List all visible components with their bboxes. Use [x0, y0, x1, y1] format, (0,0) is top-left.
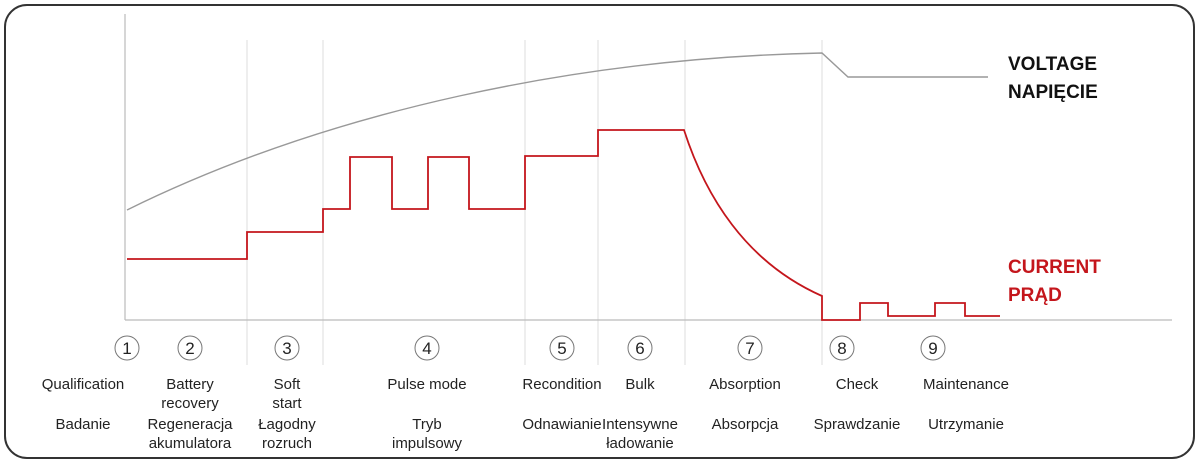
stage-name-en: Bulk	[625, 376, 655, 393]
stage-number-circle	[627, 335, 653, 361]
legend-label: VOLTAGE	[1008, 54, 1097, 75]
stage-number-circle	[829, 335, 855, 361]
stage-name-en: start	[272, 395, 302, 412]
voltage-curve	[126, 52, 988, 211]
stage-name-en: Maintenance	[923, 376, 1009, 393]
stage-name-pl: Utrzymanie	[928, 416, 1004, 433]
stage-number: 7	[745, 339, 754, 358]
legend-label: CURRENT	[1008, 257, 1101, 278]
stage-number: 3	[282, 339, 291, 358]
stage-name-pl: akumulatora	[149, 435, 232, 452]
stage-name-pl: Sprawdzanie	[814, 416, 901, 433]
stage-number-circle	[274, 335, 300, 361]
stage-name-en: Qualification	[42, 376, 125, 393]
stage-name-pl: Łagodny	[258, 416, 316, 433]
stage-number-circle	[549, 335, 575, 361]
stage-name-pl: Intensywne	[602, 416, 678, 433]
stage-number-circle	[920, 335, 946, 361]
frame	[4, 4, 1195, 459]
stage-name-pl: Odnawianie	[522, 416, 601, 433]
stage-name-pl: ładowanie	[606, 435, 674, 452]
stage-number: 4	[422, 339, 431, 358]
current-curve	[127, 129, 1000, 321]
stage-number: 1	[122, 339, 131, 358]
stage-name-pl: Regeneracja	[147, 416, 233, 433]
stage-number: 5	[557, 339, 566, 358]
labels: VOLTAGE NAPIĘCIE CURRENT PRĄD 1 Qualification…	[42, 54, 1102, 452]
stage-number: 2	[185, 339, 194, 358]
stage-name-en: Pulse mode	[387, 376, 466, 393]
stage-number: 6	[635, 339, 644, 358]
stage-name-en: Check	[836, 376, 879, 393]
legend-label: PRĄD	[1008, 285, 1062, 306]
stage-name-pl: Absorpcja	[712, 416, 779, 433]
stage-number-circle	[414, 335, 440, 361]
stage-name-pl: impulsowy	[392, 435, 463, 452]
stage-name-en: Recondition	[522, 376, 601, 393]
stage-name-en: Absorption	[709, 376, 781, 393]
stage-name-en: Soft	[274, 376, 302, 393]
stage-number-circle	[737, 335, 763, 361]
stage-number: 9	[928, 339, 937, 358]
stage-name-pl: Badanie	[55, 416, 110, 433]
stage-number-circle	[177, 335, 203, 361]
stage-name-en: Battery	[166, 376, 214, 393]
stage-number: 8	[837, 339, 846, 358]
stage-name-pl: rozruch	[262, 435, 312, 452]
stage-number-circle	[114, 335, 140, 361]
stage-name-en: recovery	[161, 395, 219, 412]
legend-label: NAPIĘCIE	[1008, 82, 1098, 103]
stage-name-pl: Tryb	[412, 416, 441, 433]
